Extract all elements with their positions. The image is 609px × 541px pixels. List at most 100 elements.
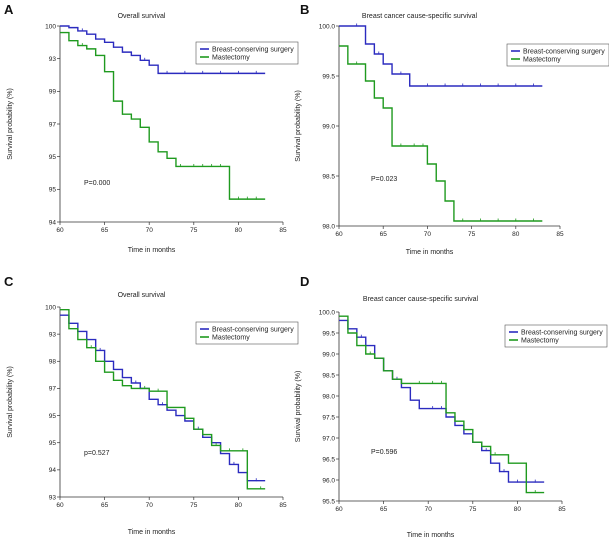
y-tick-label: 97.5 [322,414,335,421]
legend-label: Mastectomy [212,54,250,61]
y-tick-label: 97 [49,121,57,128]
legend-label: Breast-conserving surgery [212,46,294,53]
chart-title: Breast cancer cause-specific survival [363,296,479,303]
y-tick-label: 93 [49,331,57,338]
x-axis-label: Time in months [128,529,176,536]
x-tick-label: 75 [190,502,198,509]
series-line-bcs [60,314,266,482]
legend-label: Breast-conserving surgery [523,48,605,55]
y-tick-label: 100 [45,304,56,311]
x-tick-label: 75 [469,506,477,513]
x-axis-label: Time in months [406,249,454,256]
x-tick-label: 85 [279,502,287,509]
series-line-mastectomy [60,309,266,490]
y-tick-label: 95 [49,154,57,161]
y-axis-label: Survival probability (%) [295,90,302,162]
chart-title: Breast cancer cause-specific survival [362,13,478,20]
y-tick-label: 93 [49,56,57,63]
panel-a: A Overall survival 60 65 70 75 80 85 94 95 95 97 99 9… [4,2,299,254]
x-tick-label: 75 [468,231,476,238]
series-line-mastectomy [339,315,545,494]
y-tick-label: 98.0 [322,223,335,230]
x-tick-label: 60 [56,502,64,509]
y-tick-label: 96.0 [322,477,335,484]
p-value-annotation: P=0.000 [84,180,110,187]
y-tick-label: 95.5 [322,498,335,505]
y-tick-label: 98.0 [322,393,335,400]
y-tick-label: 95 [49,413,57,420]
y-tick-label: 95 [49,187,57,194]
y-tick-label: 99.0 [322,351,335,358]
panel-letter: B [300,2,309,17]
y-tick-label: 99.5 [322,330,335,337]
legend-box [504,324,608,348]
series-line-mastectomy [339,45,543,222]
x-tick-label: 60 [335,506,343,513]
x-tick-label: 85 [556,231,564,238]
panel-d: D Breast cancer cause-specific survival 60… [295,274,608,539]
x-tick-label: 60 [335,231,343,238]
y-tick-label: 93 [49,494,57,501]
y-tick-label: 99.0 [322,123,335,130]
x-tick-label: 85 [558,506,566,513]
legend-label: Breast-conserving surgery [521,329,603,336]
legend-box [195,41,299,65]
panel-letter: D [300,274,309,289]
x-tick-label: 75 [190,227,198,234]
x-tick-label: 65 [380,506,388,513]
x-tick-label: 70 [425,506,433,513]
x-tick-label: 60 [56,227,64,234]
x-tick-label: 80 [235,227,243,234]
y-tick-label: 94 [49,467,57,474]
legend-label: Breast-conserving surgery [212,326,294,333]
legend-label: Mastectomy [523,56,561,63]
x-tick-label: 65 [101,502,109,509]
y-tick-label: 100 [45,23,56,30]
x-tick-label: 70 [146,502,154,509]
y-axis-label: Survival probability (%) [7,366,14,438]
x-axis-label: Time in months [128,247,176,254]
y-tick-label: 99.5 [322,73,335,80]
y-axis-label: Survival probability (%) [7,88,14,160]
legend-box [195,321,299,345]
y-axis-label: Survival probability (%) [295,371,302,443]
x-tick-label: 80 [514,506,522,513]
series-line-mastectomy [60,31,266,200]
legend-label: Mastectomy [212,334,250,341]
panel-b: B Breast cancer cause-specific survival 60… [295,2,609,256]
p-value-annotation: P=0.023 [371,176,397,183]
legend-box [506,43,609,67]
y-tick-label: 98.5 [322,173,335,180]
y-tick-label: 97 [49,386,57,393]
x-tick-label: 70 [424,231,432,238]
x-tick-label: 65 [380,231,388,238]
p-value-annotation: p=0.527 [84,450,110,457]
panel-letter: A [4,2,14,17]
p-value-annotation: P=0.596 [371,449,397,456]
chart-title: Overall survival [118,13,166,20]
x-tick-label: 85 [279,227,287,234]
x-tick-label: 70 [146,227,154,234]
y-tick-label: 95 [49,440,57,447]
y-tick-label: 100.0 [319,309,336,316]
series-line-bcs [339,25,543,87]
panel-letter: C [4,274,14,289]
x-tick-label: 80 [512,231,520,238]
y-tick-label: 96.5 [322,456,335,463]
x-tick-label: 65 [101,227,109,234]
legend-label: Mastectomy [521,337,559,344]
y-tick-label: 98 [49,359,57,366]
y-tick-label: 98.5 [322,372,335,379]
y-tick-label: 97.0 [322,435,335,442]
y-tick-label: 100.0 [319,23,336,30]
x-tick-label: 80 [235,502,243,509]
y-tick-label: 94 [49,219,57,226]
y-tick-label: 99 [49,89,57,96]
chart-title: Overall survival [118,292,166,299]
x-axis-label: Time in months [407,532,455,539]
